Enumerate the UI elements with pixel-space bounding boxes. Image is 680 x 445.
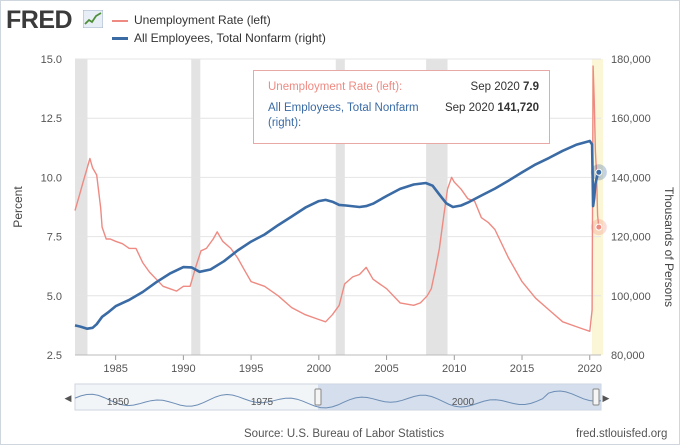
- tooltip-number-employees: 141,720: [497, 102, 539, 114]
- y-right-tick-label: 80,000: [611, 350, 645, 362]
- hover-marker-employees: [595, 168, 603, 176]
- scroll-right-icon[interactable]: ▶: [603, 393, 610, 403]
- legend-swatch-unemployment: [112, 19, 128, 22]
- y-right-tick-label: 180,000: [611, 54, 651, 66]
- fred-logo[interactable]: FRED: [6, 6, 73, 34]
- tooltip-value-unemployment: Sep 2020 7.9: [471, 81, 539, 93]
- tooltip-value-employees: Sep 2020 141,720: [445, 102, 539, 114]
- tooltip-label-employees: All Employees, Total Nonfarm: [268, 102, 419, 114]
- x-tick-label: 2010: [442, 363, 466, 375]
- y-left-tick-label: 12.5: [41, 113, 62, 125]
- series-line-employees: [74, 139, 600, 331]
- navigator-series-line: [74, 390, 602, 409]
- legend-item-unemployment[interactable]: Unemployment Rate (left): [112, 13, 271, 27]
- recession-band-1: [191, 59, 201, 355]
- x-tick-label: 2000: [307, 363, 331, 375]
- legend-label-employees: All Employees, Total Nonfarm (right): [134, 31, 326, 45]
- tooltip-date-unemployment: Sep 2020: [470, 81, 520, 93]
- recession-band-0: [75, 59, 88, 355]
- navigator-year-label: 2000: [452, 397, 475, 408]
- tooltip-label-unemployment: Unemployment Rate (left):: [268, 81, 403, 93]
- y-right-tick-label: 100,000: [611, 291, 651, 303]
- y-left-axis-title: Percent: [11, 186, 25, 228]
- x-tick-label: 1985: [103, 363, 127, 375]
- site-link[interactable]: fred.stlouisfed.org: [576, 428, 668, 440]
- data-tooltip: Unemployment Rate (left): Sep 2020 7.9 A…: [253, 70, 550, 144]
- trend-graph-icon: [83, 10, 103, 28]
- y-right-tick-label: 160,000: [611, 113, 651, 125]
- source-note: Source: U.S. Bureau of Labor Statistics: [244, 428, 445, 440]
- navigator-right-handle[interactable]: [592, 388, 600, 406]
- navigator-year-label: 1975: [251, 397, 274, 408]
- legend-swatch-employees: [112, 37, 128, 41]
- y-left-tick-label: 7.5: [47, 232, 62, 244]
- x-tick-label: 2015: [510, 363, 534, 375]
- x-tick-label: 1995: [239, 363, 263, 375]
- x-tick-label: 2005: [374, 363, 398, 375]
- tooltip-label-employees-cont: (right):: [268, 117, 302, 129]
- y-left-tick-label: 5.0: [47, 291, 62, 303]
- y-left-tick-label: 10.0: [41, 172, 62, 184]
- recession-band-2: [335, 59, 345, 355]
- tooltip-number-unemployment: 7.9: [523, 81, 539, 93]
- x-tick-label: 1990: [171, 363, 195, 375]
- y-right-tick-label: 120,000: [611, 232, 651, 244]
- navigator-left-handle[interactable]: [314, 388, 322, 406]
- hover-marker-unemployment: [595, 223, 603, 231]
- x-tick-label: 2020: [578, 363, 602, 375]
- y-left-tick-label: 15.0: [41, 54, 62, 66]
- navigator-year-label: 1950: [107, 397, 130, 408]
- y-right-axis-title: Thousands of Persons: [662, 187, 676, 307]
- scroll-left-icon[interactable]: ◀: [65, 393, 72, 403]
- legend-item-employees[interactable]: All Employees, Total Nonfarm (right): [112, 31, 326, 45]
- legend-label-unemployment: Unemployment Rate (left): [134, 13, 271, 27]
- y-left-tick-label: 2.5: [47, 350, 62, 362]
- tooltip-date-employees: Sep 2020: [444, 102, 495, 114]
- y-right-tick-label: 140,000: [611, 172, 651, 184]
- series-line-unemployment: [74, 65, 600, 332]
